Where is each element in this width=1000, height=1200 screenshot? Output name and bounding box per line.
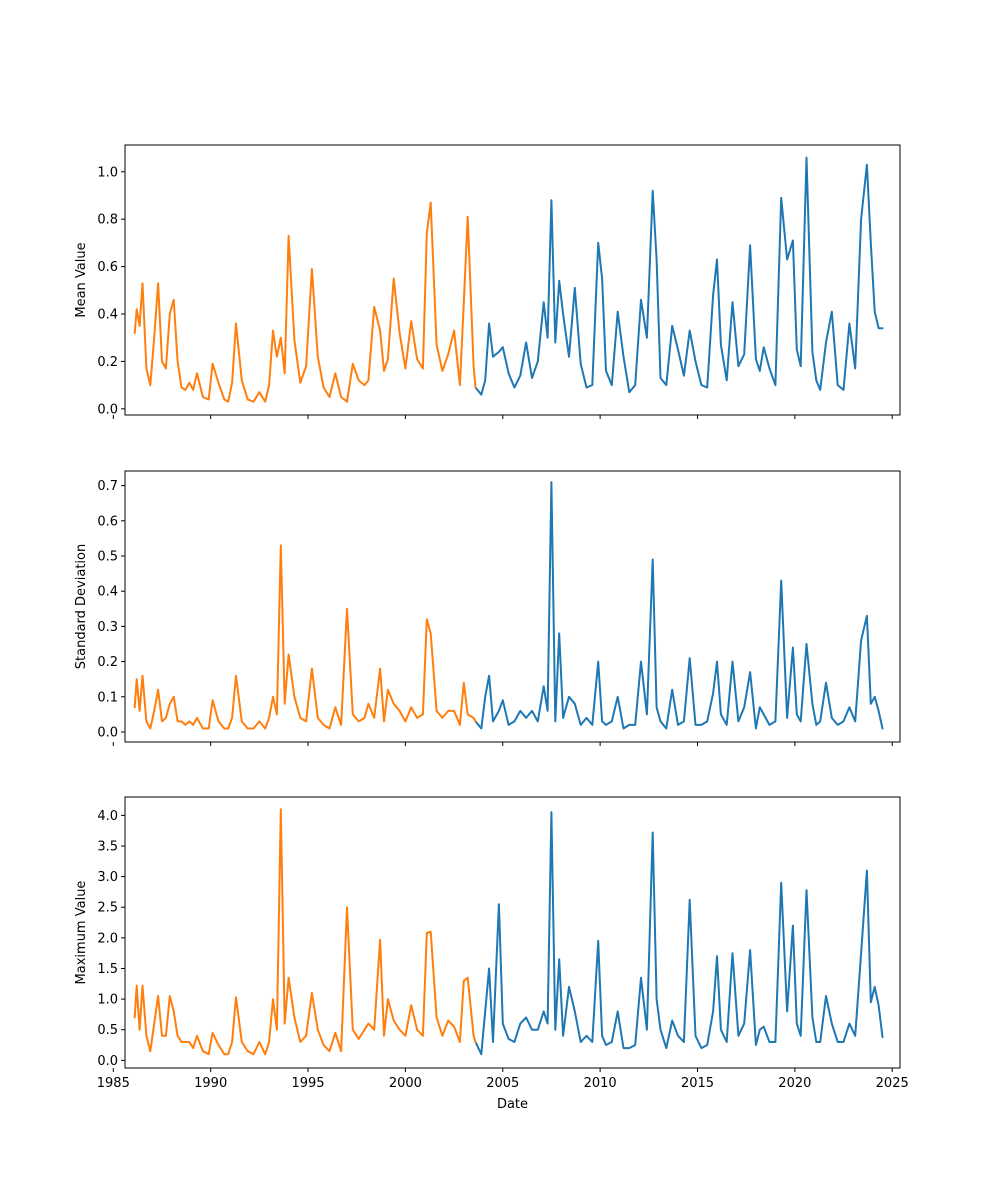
y-tick-label: 0.8 bbox=[97, 213, 118, 228]
axes-frame bbox=[124, 470, 901, 743]
y-tick-label: 1.0 bbox=[97, 993, 118, 1008]
y-tick-label: 0.4 bbox=[97, 585, 118, 600]
series-line-blue bbox=[474, 156, 884, 396]
y-tick-label: 0.2 bbox=[97, 355, 118, 370]
y-axis-label: Standard Deviation bbox=[74, 544, 89, 669]
x-tick-label: 2020 bbox=[778, 1076, 811, 1091]
y-tick-label: 4.0 bbox=[97, 809, 118, 824]
y-tick-label: 0.0 bbox=[97, 1054, 118, 1069]
x-axis-label: Date bbox=[497, 1097, 528, 1112]
y-tick-label: 0.3 bbox=[97, 620, 118, 635]
y-tick-label: 2.0 bbox=[97, 931, 118, 946]
y-tick-label: 0.0 bbox=[97, 402, 118, 417]
y-tick-label: 1.0 bbox=[97, 165, 118, 180]
x-tick-label: 1995 bbox=[291, 1076, 324, 1091]
y-axis-label: Mean Value bbox=[74, 242, 89, 317]
y-tick-label: 0.4 bbox=[97, 308, 118, 323]
y-tick-label: 0.7 bbox=[97, 479, 118, 494]
y-tick-label: 1.5 bbox=[97, 962, 118, 977]
x-tick-label: 2010 bbox=[584, 1076, 617, 1091]
y-tick-label: 2.5 bbox=[97, 901, 118, 916]
panel-2: 0.0 0.1 0.2 0.3 0.4 0.5 0.6 0.7 Standard Deviati… bbox=[74, 470, 901, 746]
x-tick-label: 1985 bbox=[97, 1076, 130, 1091]
series-line-blue bbox=[474, 811, 884, 1056]
series-line-blue bbox=[474, 481, 884, 730]
axes-frame bbox=[124, 144, 901, 416]
y-tick-label: 0.2 bbox=[97, 655, 118, 670]
axes-frame bbox=[124, 796, 901, 1069]
y-tick-label: 0.1 bbox=[97, 690, 118, 705]
x-tick-label: 1990 bbox=[194, 1076, 227, 1091]
y-axis-label: Maximum Value bbox=[74, 881, 89, 985]
x-tick-label: 2015 bbox=[681, 1076, 714, 1091]
y-tick-label: 3.5 bbox=[97, 839, 118, 854]
panel-1: 0.0 0.2 0.4 0.6 0.8 1.0 Mean Value bbox=[74, 144, 901, 419]
x-tick-label: 2000 bbox=[389, 1076, 422, 1091]
series-line-orange bbox=[133, 808, 477, 1056]
y-tick-label: 0.5 bbox=[97, 549, 118, 564]
y-tick-label: 3.0 bbox=[97, 870, 118, 885]
y-tick-label: 0.0 bbox=[97, 725, 118, 740]
y-tick-label: 0.5 bbox=[97, 1023, 118, 1038]
x-tick-label: 2005 bbox=[486, 1076, 519, 1091]
series-line-orange bbox=[133, 544, 477, 730]
series-line-orange bbox=[133, 201, 477, 403]
y-tick-label: 0.6 bbox=[97, 514, 118, 529]
panels: 0.0 0.2 0.4 0.6 0.8 1.0 Mean Value 0.0 0.1 0.2 0.3… bbox=[74, 144, 909, 1112]
panel-3: 0.0 0.5 1.0 1.5 2.0 2.5 3.0 3.5 4.0 1985 1990 1995 2… bbox=[74, 796, 909, 1112]
x-tick-label: 2025 bbox=[876, 1076, 909, 1091]
y-tick-label: 0.6 bbox=[97, 260, 118, 275]
